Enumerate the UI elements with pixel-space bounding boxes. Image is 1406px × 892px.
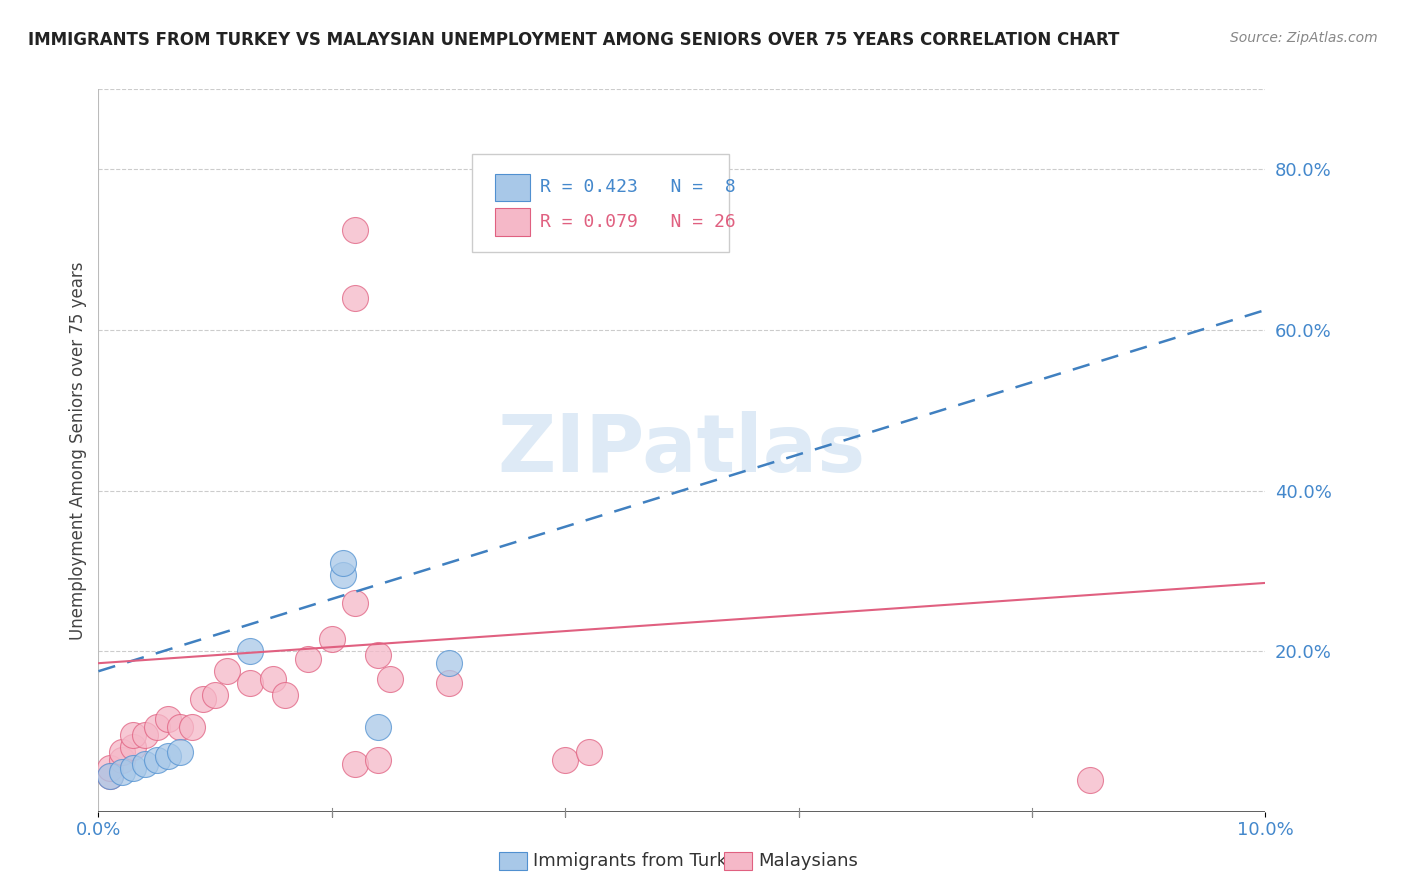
Point (344, 756, 367, 771)
Point (98, 769, 121, 783)
Text: R = 0.079   N = 26: R = 0.079 N = 26 (540, 213, 735, 231)
Point (437, 676, 460, 690)
Point (180, 721, 202, 735)
Point (98, 760, 121, 774)
Point (344, 596, 367, 610)
Point (134, 728, 156, 742)
Point (134, 756, 156, 771)
Point (274, 689, 297, 703)
Point (578, 744, 600, 758)
Point (169, 721, 191, 735)
Point (367, 648, 389, 662)
Text: Source: ZipAtlas.com: Source: ZipAtlas.com (1230, 31, 1378, 45)
Point (157, 712, 180, 726)
Point (367, 721, 389, 735)
Point (122, 740, 145, 755)
Point (1080, 772, 1102, 787)
Point (297, 652, 319, 666)
Point (169, 744, 191, 758)
Point (437, 657, 460, 671)
Point (262, 673, 284, 687)
Point (380, 673, 402, 687)
Point (215, 664, 238, 679)
Point (193, 692, 215, 706)
Point (332, 568, 354, 582)
Text: Malaysians: Malaysians (758, 852, 858, 870)
Point (111, 753, 134, 767)
Point (239, 644, 262, 658)
Point (157, 748, 180, 763)
Point (344, 222, 367, 236)
Point (204, 689, 226, 703)
Point (332, 556, 354, 570)
Point (146, 753, 169, 767)
Y-axis label: Unemployment Among Seniors over 75 years: Unemployment Among Seniors over 75 years (69, 261, 87, 640)
Point (239, 676, 262, 690)
Text: ZIPatlas: ZIPatlas (498, 411, 866, 490)
Point (146, 721, 169, 735)
FancyBboxPatch shape (472, 154, 728, 252)
Point (321, 632, 343, 646)
Point (344, 291, 367, 305)
Text: IMMIGRANTS FROM TURKEY VS MALAYSIAN UNEMPLOYMENT AMONG SENIORS OVER 75 YEARS COR: IMMIGRANTS FROM TURKEY VS MALAYSIAN UNEM… (28, 31, 1119, 49)
FancyBboxPatch shape (495, 174, 530, 202)
Text: R = 0.423   N =  8: R = 0.423 N = 8 (540, 178, 735, 196)
Point (122, 760, 145, 774)
Point (111, 744, 134, 758)
FancyBboxPatch shape (495, 209, 530, 235)
Point (98, 769, 121, 783)
Text: Immigrants from Turkey: Immigrants from Turkey (533, 852, 748, 870)
Point (111, 764, 134, 779)
Point (367, 753, 389, 767)
Point (554, 753, 576, 767)
Point (122, 728, 145, 742)
